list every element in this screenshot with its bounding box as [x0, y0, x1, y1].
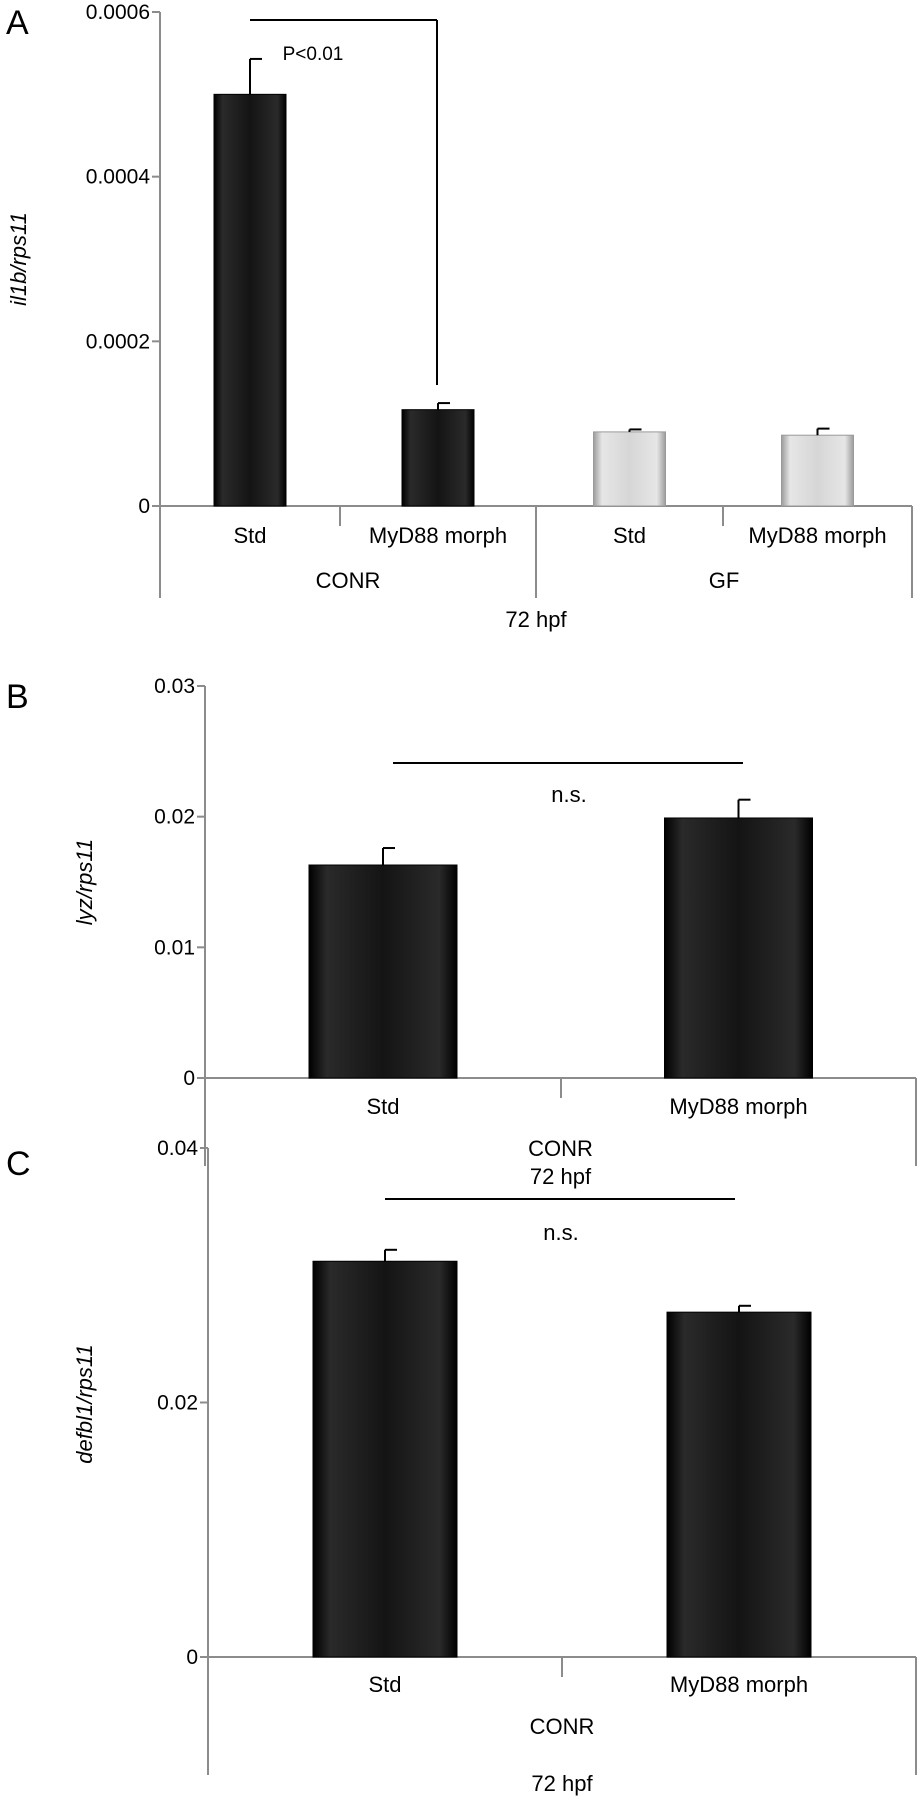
panel-letter: C	[6, 1145, 31, 1183]
x-group-label: CONR	[528, 1136, 593, 1161]
bar	[213, 93, 287, 507]
x-group-label: 72 hpf	[531, 1771, 593, 1796]
panel-a-chart: A 0 0.0002 0.0004 0.0006 il1b/rps11 Std MyD88 m…	[6, 1, 913, 632]
bar	[401, 409, 475, 507]
y-tick-label: 0.0002	[86, 330, 150, 353]
x-category-label: MyD88 morph	[369, 523, 507, 548]
y-tick-label: 0.0006	[86, 1, 150, 24]
bar	[593, 431, 666, 507]
x-category-label: MyD88 morph	[670, 1672, 808, 1697]
x-group-label: GF	[709, 568, 740, 593]
x-group-label: CONR	[530, 1714, 595, 1739]
panel-b-chart: B 0 0.01 0.02 0.03 lyz/rps11 Std MyD88 morph CON…	[6, 675, 917, 1189]
significance-label: P<0.01	[283, 44, 344, 65]
y-tick-label: 0	[186, 1646, 198, 1669]
x-group-label: 72 hpf	[530, 1164, 592, 1189]
y-tick-label: 0.03	[154, 675, 195, 698]
y-tick-label: 0	[183, 1067, 195, 1090]
bar	[781, 434, 854, 507]
panel-letter: B	[6, 678, 29, 716]
y-tick-label: 0.04	[157, 1137, 198, 1160]
significance-label: n.s.	[551, 782, 586, 807]
y-tick-label: 0.02	[157, 1392, 198, 1415]
y-axis-label: lyz/rps11	[72, 839, 97, 925]
panel-letter: A	[6, 4, 29, 42]
bar	[664, 817, 813, 1079]
y-axis-label: il1b/rps11	[6, 212, 31, 306]
panel-c-chart: C 0 0.02 0.04 defbl1/rps11 Std MyD88 morph CONR…	[6, 1137, 917, 1796]
y-tick-label: 0.02	[154, 806, 195, 829]
y-tick-label: 0.01	[154, 936, 195, 959]
bar	[312, 1260, 458, 1658]
x-category-label: Std	[233, 523, 266, 548]
bar	[666, 1311, 812, 1658]
x-axis-label: 72 hpf	[505, 607, 567, 632]
y-axis-label: defbl1/rps11	[72, 1344, 97, 1463]
bar	[308, 864, 458, 1079]
x-group-label: CONR	[316, 568, 381, 593]
y-tick-label: 0	[138, 495, 150, 518]
y-tick-label: 0.0004	[86, 166, 151, 189]
significance-label: n.s.	[543, 1220, 578, 1245]
x-category-label: MyD88 morph	[748, 523, 886, 548]
x-category-label: Std	[366, 1094, 399, 1119]
x-category-label: MyD88 morph	[669, 1094, 807, 1119]
x-category-label: Std	[613, 523, 646, 548]
x-category-label: Std	[368, 1672, 401, 1697]
